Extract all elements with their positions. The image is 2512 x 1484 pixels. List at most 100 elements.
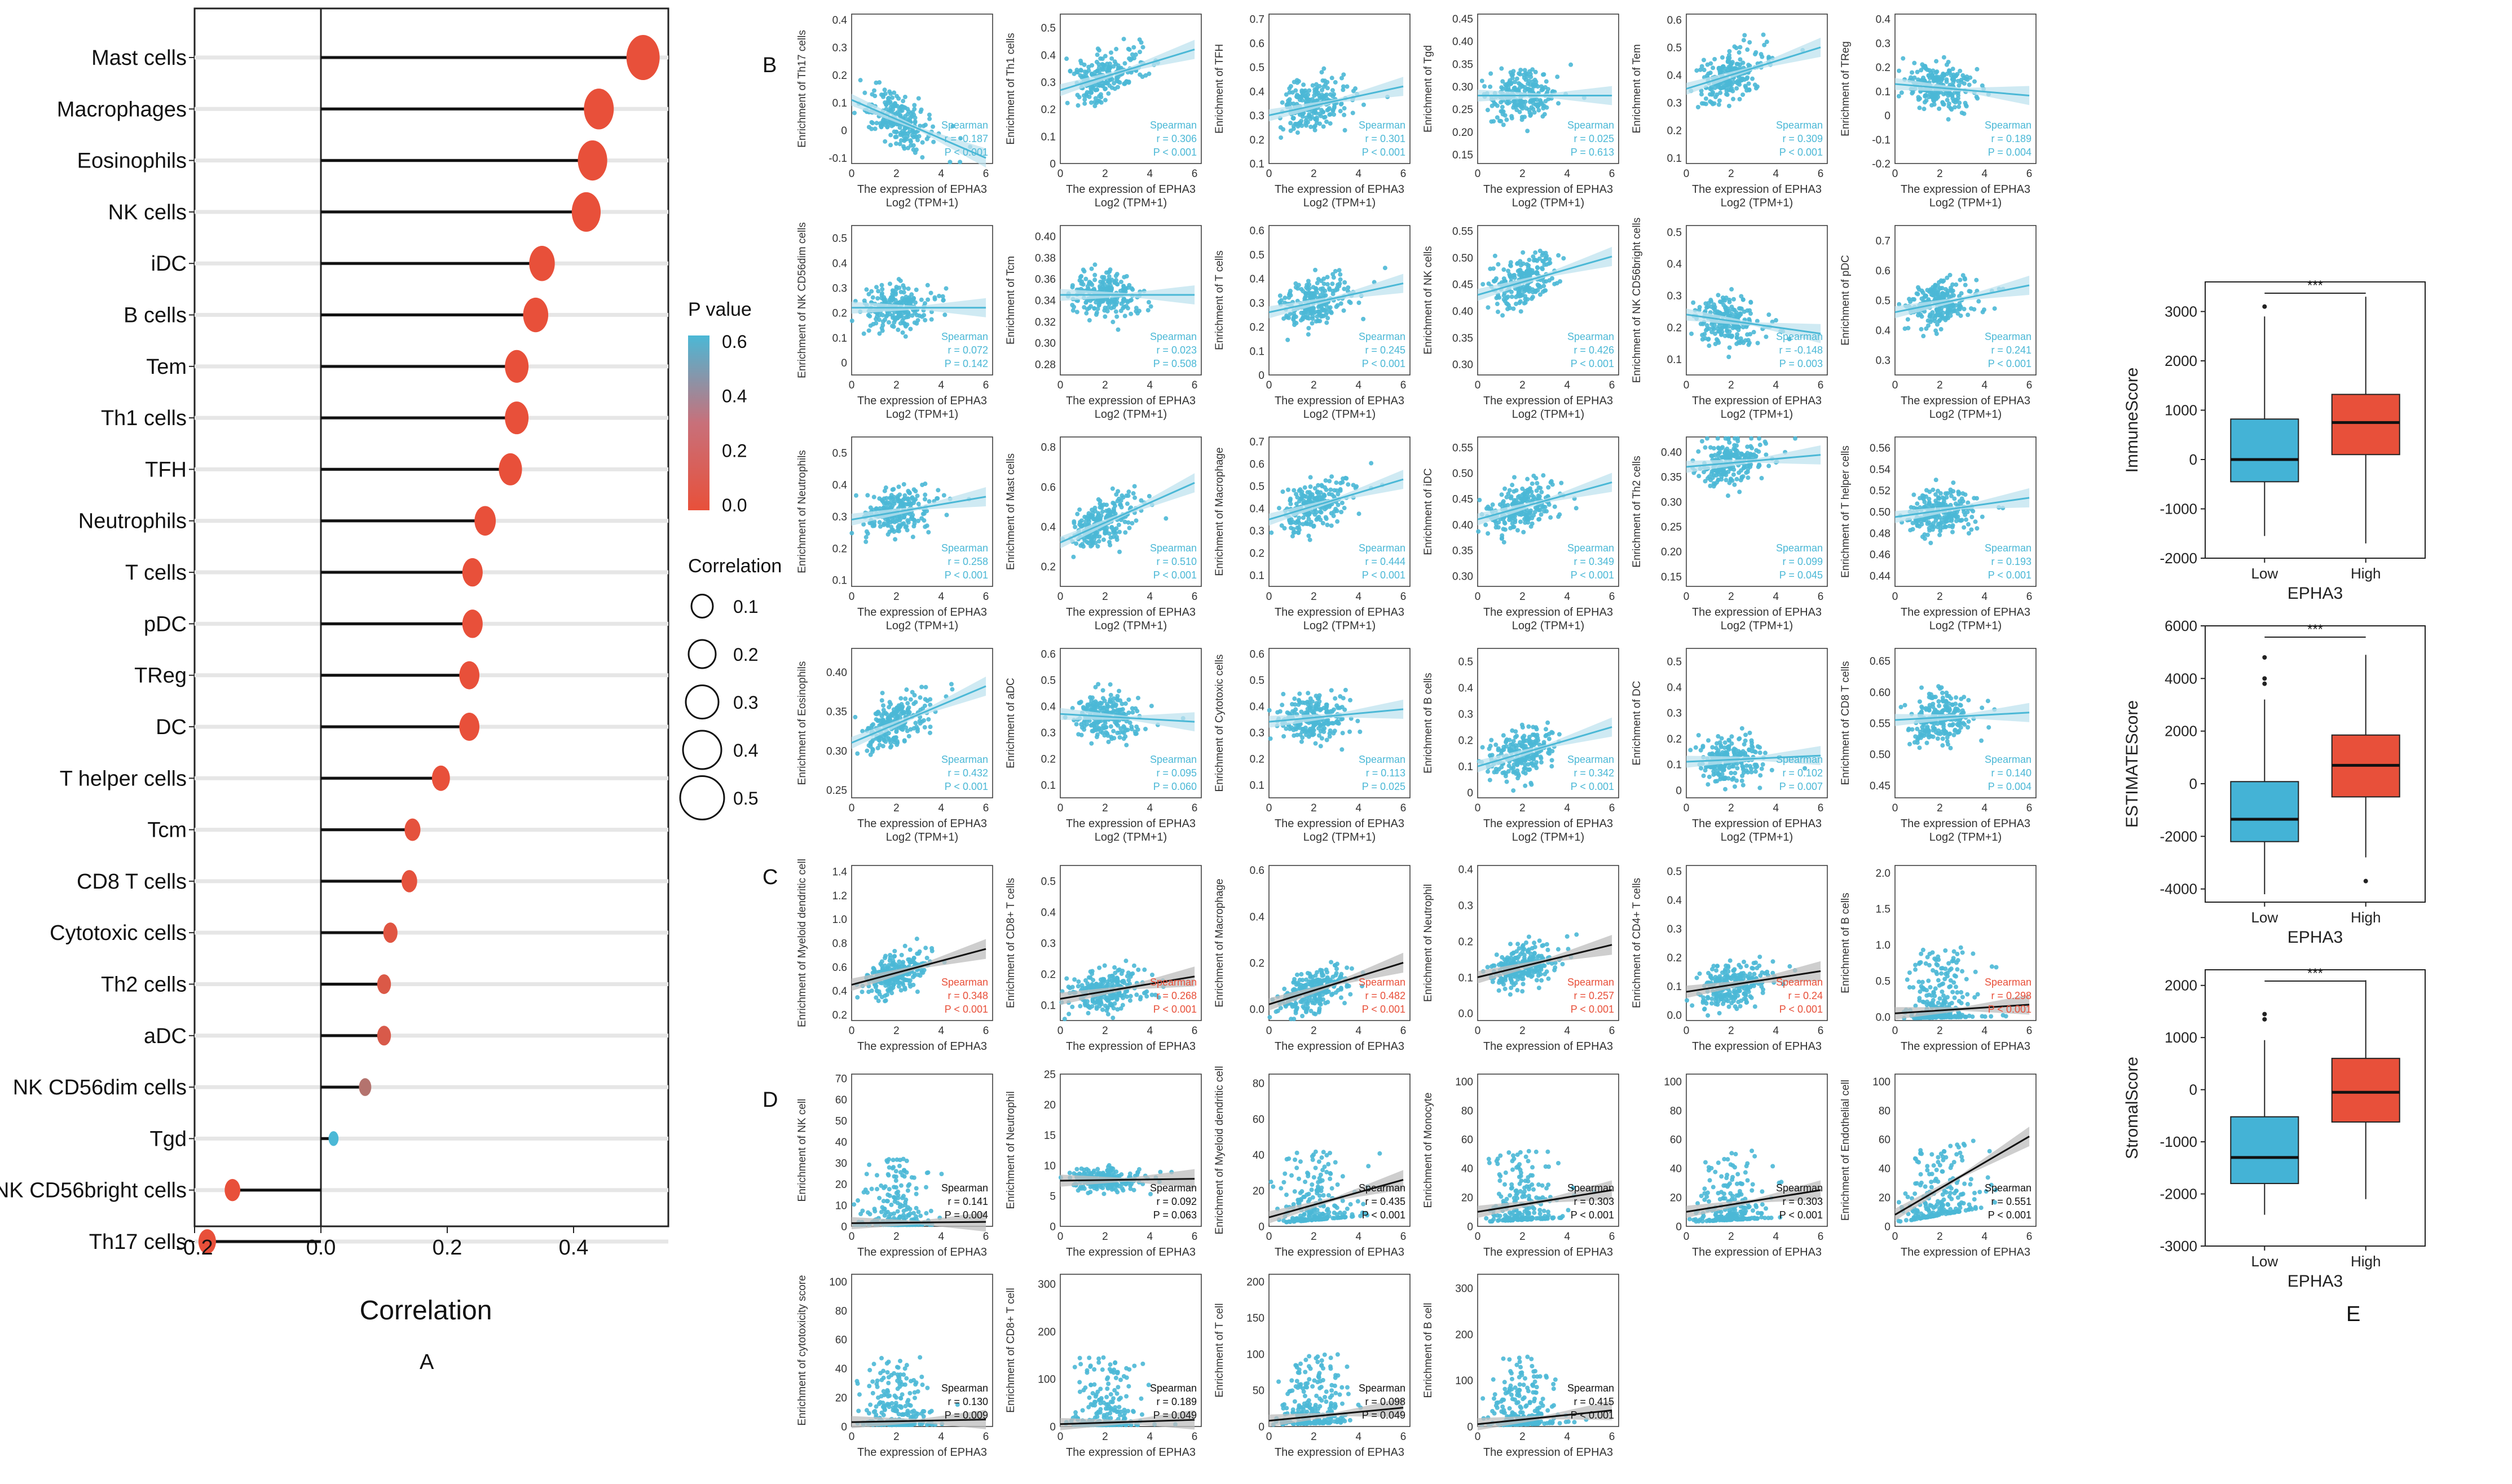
scatter-point <box>900 104 905 109</box>
scatter-point <box>1494 522 1499 527</box>
scatter-point <box>912 693 917 698</box>
scatter-point <box>1505 294 1510 299</box>
scatter-point <box>1705 476 1711 481</box>
scatter-point <box>1949 493 1954 498</box>
scatter-point <box>1954 282 1959 287</box>
scatter-point <box>1125 501 1130 506</box>
scatter-point <box>1108 288 1113 293</box>
scatter-point <box>1713 94 1718 99</box>
scatter-point <box>1735 436 1740 441</box>
y-tick-label: 0.45 <box>1452 494 1473 506</box>
scatter-point <box>1101 537 1106 542</box>
scatter-point <box>1947 70 1952 75</box>
scatter-plot: 0 0.1 0.2 0.3 0.4 0.5 0 2 4 6 Spearman r = 0.072 P =… <box>790 217 998 429</box>
correlation-tick-label: 0.2 <box>733 644 758 665</box>
x-tick-label: 4 <box>938 802 944 814</box>
scatter-point <box>866 312 871 317</box>
scatter-point <box>882 87 887 92</box>
scatter-point <box>1529 489 1534 494</box>
scatter-point <box>1695 105 1700 110</box>
scatter-point <box>866 292 871 297</box>
scatter-point <box>1095 515 1100 520</box>
x-axis-title: The expression of EPHA3 <box>857 818 987 830</box>
scatter-point <box>897 301 902 306</box>
scatter-point <box>1280 100 1285 105</box>
scatter-point <box>1114 492 1119 497</box>
scatter-point <box>1323 307 1328 312</box>
scatter-point <box>1729 334 1734 339</box>
y-axis-title: Enrichment of Mast cells <box>1005 453 1017 570</box>
y-tick-label: 0.34 <box>1035 295 1056 307</box>
y-tick-label: 0.6 <box>1250 226 1264 237</box>
scatter-point <box>1748 453 1753 458</box>
scatter-point <box>920 482 925 487</box>
x-tick-label: 2 <box>1728 168 1734 180</box>
lollipop-dot <box>401 870 417 893</box>
scatter-point <box>1493 276 1499 281</box>
scatter-point <box>901 144 906 149</box>
scatter-point <box>1314 82 1319 87</box>
scatter-point <box>1539 100 1544 105</box>
scatter-point <box>1346 482 1351 487</box>
x-tick-label: 4 <box>1147 168 1153 180</box>
scatter-point <box>880 312 885 317</box>
scatter-point <box>1744 88 1749 93</box>
scatter-point <box>1488 266 1493 271</box>
category-label: NK CD56bright cells <box>0 1179 187 1203</box>
category-label: Mast cells <box>91 46 187 70</box>
scatter-point <box>1126 520 1131 525</box>
spearman-stat: r = 0.241 <box>1991 344 2031 356</box>
scatter-point <box>1139 498 1144 503</box>
scatter-point <box>928 730 933 735</box>
scatter-point <box>913 700 918 705</box>
scatter-point <box>1936 488 1941 493</box>
scatter-point <box>931 139 936 144</box>
scatter-point <box>874 121 879 126</box>
scatter-point <box>1511 105 1516 110</box>
scatter-point <box>1329 310 1334 315</box>
x-axis-subtitle: Log2 (TPM+1) <box>1303 620 1376 632</box>
scatter-point <box>1106 65 1111 70</box>
scatter-point <box>1290 116 1295 121</box>
y-tick-label: 0.2 <box>1250 548 1264 560</box>
y-tick-label: 0.30 <box>1035 338 1056 350</box>
lollipop-dot <box>377 974 391 994</box>
scatter-point <box>1544 79 1549 84</box>
scatter-point <box>1321 124 1326 129</box>
scatter-point <box>1919 78 1924 83</box>
scatter-point <box>1574 506 1579 511</box>
scatter-point <box>1919 326 1924 332</box>
category-label: Cytotoxic cells <box>50 921 187 945</box>
scatter-point <box>1117 735 1122 740</box>
scatter-point <box>1083 300 1088 305</box>
scatter-point <box>911 295 916 301</box>
scatter-point <box>1092 277 1098 282</box>
scatter-point <box>892 515 897 520</box>
y-tick-label: 0.3 <box>832 282 847 294</box>
scatter-point <box>1511 489 1517 494</box>
scatter-point <box>1952 105 1957 110</box>
scatter-point <box>1532 110 1537 115</box>
spearman-stat: P = 0.508 <box>1153 358 1197 369</box>
scatter-point <box>1931 521 1936 526</box>
y-tick-label: 0.6 <box>1667 15 1682 26</box>
scatter-point <box>1793 436 1798 441</box>
x-tick-label: 2 <box>1519 591 1526 603</box>
scatter-point <box>1279 298 1284 303</box>
scatter-point <box>1307 537 1312 542</box>
scatter-point <box>1320 87 1325 92</box>
scatter-point <box>1547 257 1552 262</box>
scatter-point <box>1725 328 1730 333</box>
scatter-point <box>1109 56 1114 61</box>
scatter-point <box>1328 121 1333 126</box>
x-axis-subtitle: Log2 (TPM+1) <box>1095 197 1167 209</box>
x-tick-label: 6 <box>2026 168 2033 180</box>
x-axis-title: The expression of EPHA3 <box>1275 183 1404 196</box>
y-tick-label: 0.3 <box>1667 290 1682 302</box>
scatter-point <box>958 136 963 141</box>
pvalue-tick-label: 0.4 <box>722 386 747 407</box>
scatter-point <box>1507 80 1512 85</box>
scatter-point <box>1915 69 1920 74</box>
scatter-point <box>1500 504 1505 509</box>
category-label: CD8 T cells <box>77 870 187 894</box>
